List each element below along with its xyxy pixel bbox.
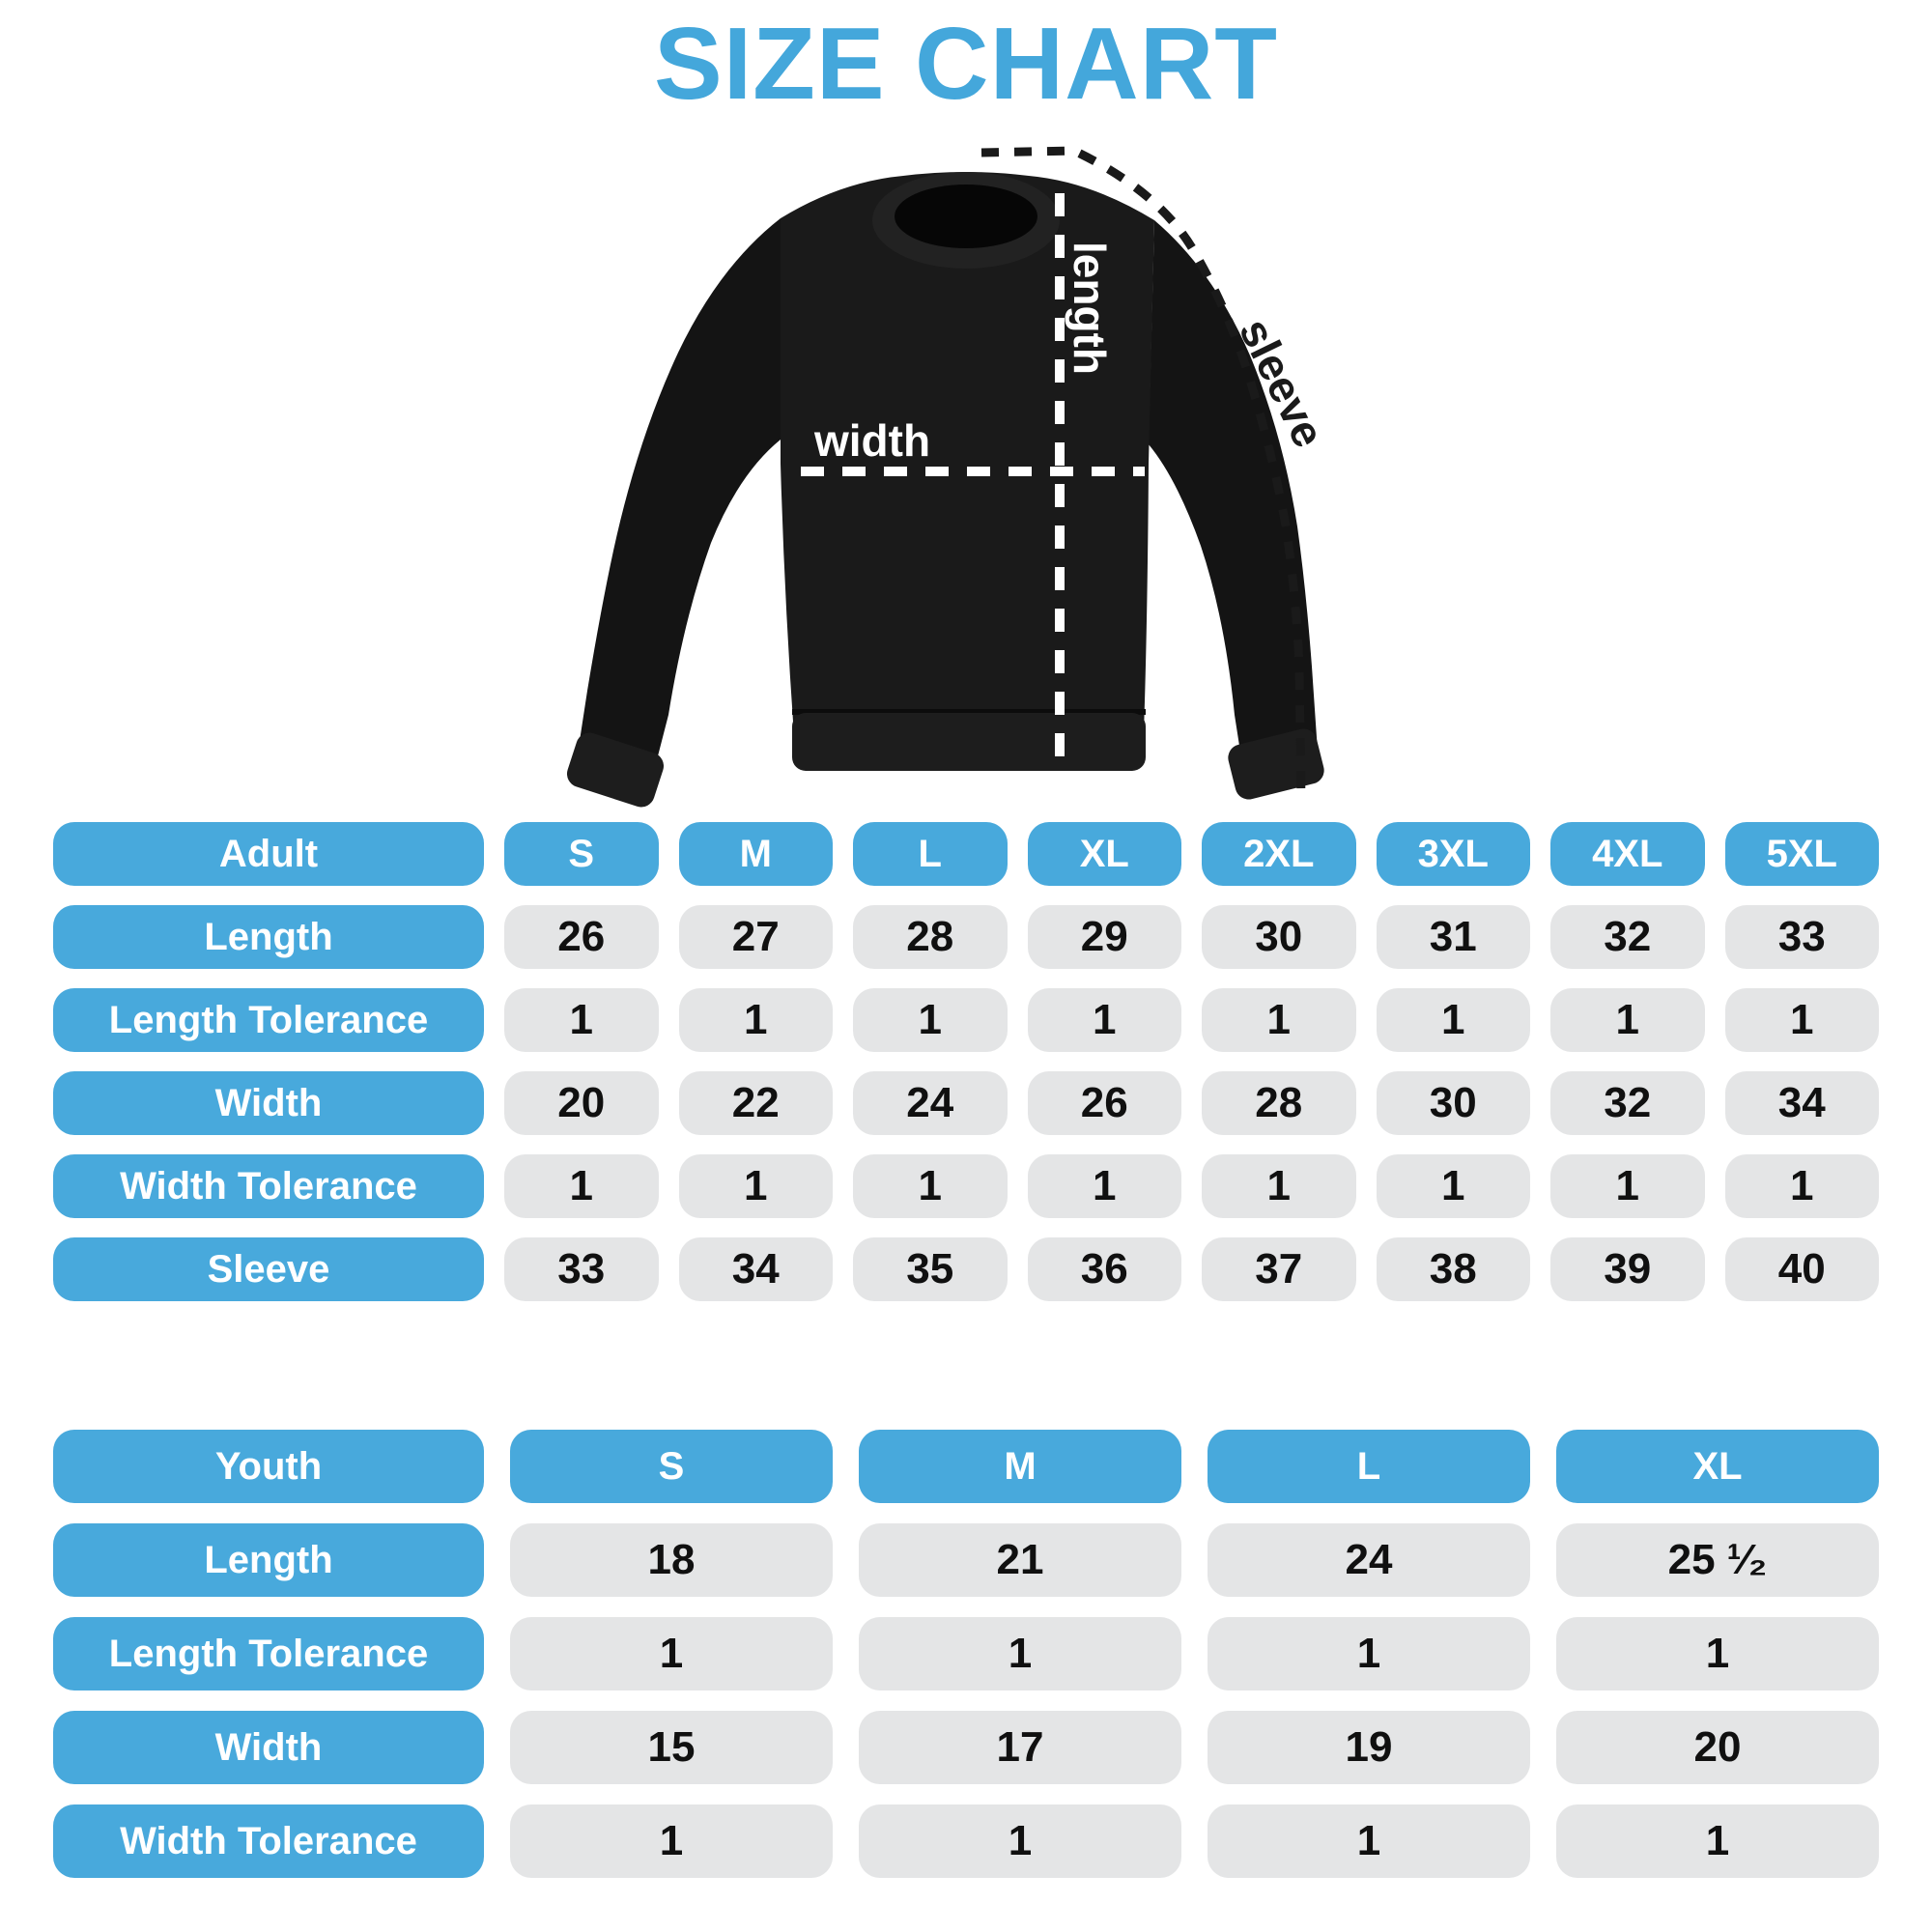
row-label-pill: Width [53, 1071, 484, 1135]
value-pill: 30 [1202, 905, 1356, 969]
row-label-pill: Width [53, 1711, 484, 1784]
value-pill: 1 [678, 988, 833, 1052]
value-pill: 1 [1556, 1804, 1879, 1878]
value-pill: 21 [859, 1523, 1181, 1597]
value-pill: 20 [504, 1071, 659, 1135]
size-header-pill: 5XL [1724, 822, 1879, 886]
value-pill: 17 [859, 1711, 1181, 1784]
value-pill: 1 [510, 1804, 833, 1878]
value-pill: 22 [678, 1071, 833, 1135]
value-pill: 1 [1376, 988, 1530, 1052]
size-header-pill: XL [1027, 822, 1181, 886]
sweatshirt-left-sleeve [578, 218, 781, 779]
value-pill: 25 ¹⁄₂ [1556, 1523, 1879, 1597]
value-pill: 32 [1550, 905, 1705, 969]
value-pill: 28 [1202, 1071, 1356, 1135]
hem-band [792, 709, 1146, 715]
size-header-pill: 4XL [1550, 822, 1705, 886]
value-pill: 37 [1202, 1237, 1356, 1301]
value-pill: 34 [1724, 1071, 1879, 1135]
sweatshirt-right-sleeve [1149, 220, 1318, 777]
sweatshirt-illustration: width length sleeve [566, 146, 1334, 808]
row-label-pill: Length [53, 1523, 484, 1597]
page-title: SIZE CHART [654, 7, 1278, 121]
left-cuff [566, 732, 665, 808]
value-pill: 1 [1027, 988, 1181, 1052]
size-header-pill: L [1208, 1430, 1530, 1503]
value-pill: 26 [504, 905, 659, 969]
length-label: length [1065, 242, 1115, 375]
value-pill: 1 [1202, 988, 1356, 1052]
value-pill: 1 [504, 1154, 659, 1218]
value-pill: 1 [853, 1154, 1008, 1218]
value-pill: 27 [678, 905, 833, 969]
value-pill: 19 [1208, 1711, 1530, 1784]
value-pill: 34 [678, 1237, 833, 1301]
value-pill: 1 [859, 1804, 1181, 1878]
sweatshirt-body [781, 172, 1154, 736]
value-pill: 1 [1556, 1617, 1879, 1690]
value-pill: 1 [1724, 988, 1879, 1052]
value-pill: 32 [1550, 1071, 1705, 1135]
value-pill: 1 [1550, 1154, 1705, 1218]
sweatshirt-diagram: width length sleeve [522, 97, 1410, 811]
value-pill: 24 [853, 1071, 1008, 1135]
row-label-pill: Length Tolerance [53, 988, 484, 1052]
value-pill: 40 [1724, 1237, 1879, 1301]
value-pill: 35 [853, 1237, 1008, 1301]
value-pill: 1 [1550, 988, 1705, 1052]
collar-opening [895, 185, 1037, 248]
value-pill: 1 [1202, 1154, 1356, 1218]
row-label-pill: Length [53, 905, 484, 969]
size-header-pill: M [859, 1430, 1181, 1503]
row-label-pill: Width Tolerance [53, 1154, 484, 1218]
adult-size-table: Adult S M L XL 2XL 3XL 4XL 5XL Length 26… [53, 822, 1879, 1301]
value-pill: 28 [853, 905, 1008, 969]
value-pill: 39 [1550, 1237, 1705, 1301]
row-label-pill: Length Tolerance [53, 1617, 484, 1690]
adult-table-title: Adult [53, 822, 484, 886]
value-pill: 29 [1027, 905, 1181, 969]
size-header-pill: L [853, 822, 1008, 886]
value-pill: 33 [1724, 905, 1879, 969]
value-pill: 38 [1376, 1237, 1530, 1301]
value-pill: 18 [510, 1523, 833, 1597]
size-header-pill: 2XL [1202, 822, 1356, 886]
hem-band-rib [792, 713, 1146, 771]
value-pill: 1 [1208, 1617, 1530, 1690]
youth-table-title: Youth [53, 1430, 484, 1503]
value-pill: 1 [1376, 1154, 1530, 1218]
value-pill: 1 [1208, 1804, 1530, 1878]
row-label-pill: Width Tolerance [53, 1804, 484, 1878]
value-pill: 1 [504, 988, 659, 1052]
value-pill: 24 [1208, 1523, 1530, 1597]
value-pill: 1 [1027, 1154, 1181, 1218]
value-pill: 33 [504, 1237, 659, 1301]
value-pill: 26 [1027, 1071, 1181, 1135]
value-pill: 36 [1027, 1237, 1181, 1301]
youth-size-table: Youth S M L XL Length 18 21 24 25 ¹⁄₂ Le… [53, 1430, 1879, 1878]
size-header-pill: M [678, 822, 833, 886]
size-header-pill: XL [1556, 1430, 1879, 1503]
value-pill: 31 [1376, 905, 1530, 969]
value-pill: 20 [1556, 1711, 1879, 1784]
value-pill: 1 [853, 988, 1008, 1052]
size-header-pill: 3XL [1376, 822, 1530, 886]
size-header-pill: S [510, 1430, 833, 1503]
width-label: width [813, 415, 930, 466]
size-header-pill: S [504, 822, 659, 886]
value-pill: 30 [1376, 1071, 1530, 1135]
value-pill: 1 [1724, 1154, 1879, 1218]
value-pill: 1 [859, 1617, 1181, 1690]
value-pill: 15 [510, 1711, 833, 1784]
sleeve-guide-line [980, 146, 1306, 805]
row-label-pill: Sleeve [53, 1237, 484, 1301]
value-pill: 1 [510, 1617, 833, 1690]
value-pill: 1 [678, 1154, 833, 1218]
